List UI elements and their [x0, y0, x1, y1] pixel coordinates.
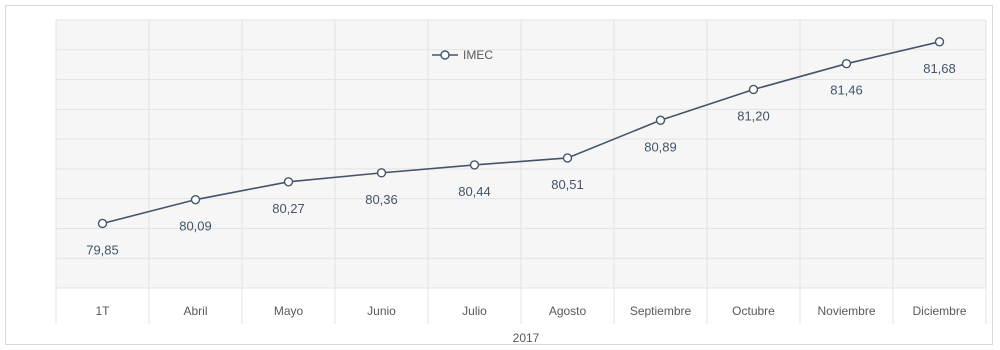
chart-frame: IMEC 79,85 80,09 80,27 80,36 80,44 80,51 80,89…	[5, 5, 993, 345]
data-point	[376, 168, 387, 178]
data-point	[469, 160, 480, 170]
x-axis-group-label: 2017	[513, 331, 540, 345]
data-point	[934, 37, 945, 47]
line-chart: IMEC 79,85 80,09 80,27 80,36 80,44 80,51 80,89…	[55, 19, 987, 345]
data-label: 81,20	[737, 108, 770, 123]
data-point	[97, 218, 108, 229]
data-label: 80,27	[272, 201, 305, 216]
x-tick-label: Agosto	[549, 304, 587, 318]
data-label: 80,44	[458, 184, 491, 199]
data-point	[562, 153, 573, 163]
legend-marker	[440, 50, 450, 60]
data-label: 81,46	[830, 83, 863, 98]
legend-label: IMEC	[463, 48, 493, 62]
x-tick-label: Mayo	[274, 304, 304, 318]
data-label: 80,51	[551, 177, 584, 192]
x-tick-label: Julio	[462, 304, 487, 318]
legend: IMEC	[432, 48, 493, 62]
x-tick-label: Noviembre	[817, 304, 875, 318]
data-label: 80,36	[365, 192, 398, 207]
data-label: 80,09	[179, 219, 212, 234]
data-label: 80,89	[644, 139, 677, 154]
x-axis: 1T Abril Mayo Junio Julio Agosto Septiembre Oct…	[95, 304, 966, 318]
data-point	[190, 194, 201, 205]
x-tick-label: Septiembre	[630, 304, 692, 318]
x-tick-label: Diciembre	[912, 304, 966, 318]
series-line	[102, 41, 940, 225]
gridlines	[55, 19, 987, 324]
data-point	[283, 177, 294, 187]
data-labels: 79,85 80,09 80,27 80,36 80,44 80,51 80,89 81,20…	[86, 61, 956, 258]
data-point	[655, 115, 666, 125]
data-point	[841, 58, 852, 69]
x-tick-label: Octubre	[732, 304, 775, 318]
series-imec	[97, 37, 945, 229]
data-label: 79,85	[86, 242, 119, 257]
x-tick-label: Abril	[183, 304, 207, 318]
x-tick-label: Junio	[367, 304, 396, 318]
x-tick-label: 1T	[95, 304, 110, 318]
data-label: 81,68	[923, 61, 956, 76]
data-point	[748, 84, 759, 95]
